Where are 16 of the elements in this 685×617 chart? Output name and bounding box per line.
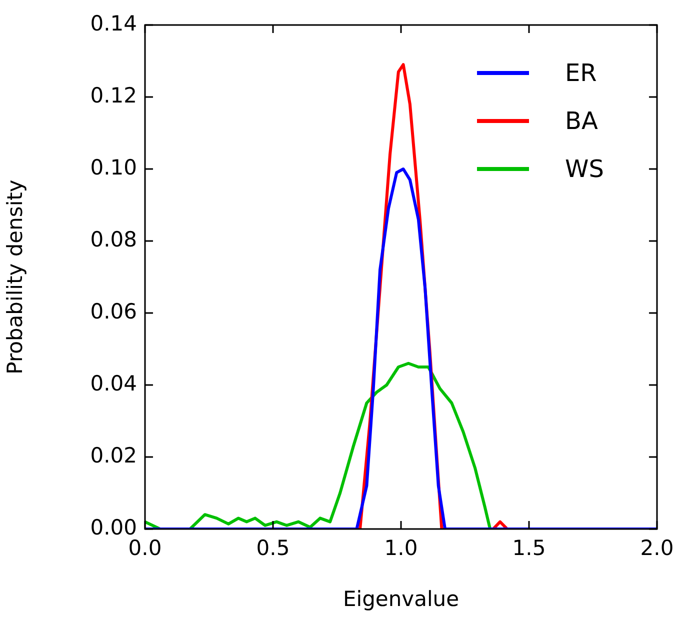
x-tick-label: 1.0 bbox=[384, 536, 418, 560]
y-tick-label: 0.12 bbox=[90, 83, 137, 108]
legend-label: ER bbox=[565, 59, 597, 88]
legend-label: BA bbox=[565, 107, 598, 136]
x-tick-label: 1.5 bbox=[512, 536, 546, 560]
y-axis-title: Probability density bbox=[3, 180, 28, 374]
x-tick-label: 0.5 bbox=[256, 536, 290, 560]
y-tick-label: 0.08 bbox=[90, 227, 137, 252]
y-tick-label: 0.10 bbox=[90, 155, 137, 180]
x-tick-label: 2.0 bbox=[640, 536, 674, 560]
x-axis-title: Eigenvalue bbox=[342, 586, 460, 611]
y-tick-label: 0.06 bbox=[90, 299, 137, 324]
y-tick-label: 0.04 bbox=[90, 371, 137, 396]
y-tick-label: 0.02 bbox=[90, 443, 137, 468]
legend-label: WS bbox=[565, 155, 604, 184]
y-tick-label: 0.14 bbox=[90, 11, 137, 36]
